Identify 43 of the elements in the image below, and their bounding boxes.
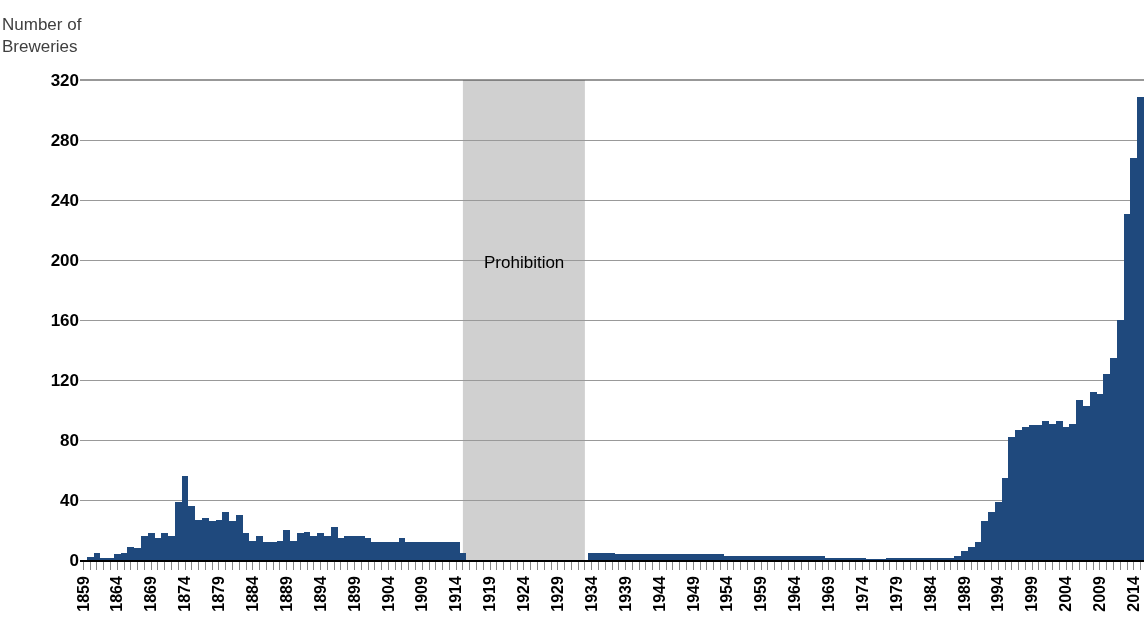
x-tick-label: 1974 bbox=[853, 576, 871, 612]
x-tick-label: 1959 bbox=[752, 576, 770, 612]
y-tick-label: 120 bbox=[50, 370, 79, 390]
x-tick-label: 1904 bbox=[379, 576, 397, 612]
y-tick-label: 160 bbox=[50, 310, 79, 330]
x-tick-label: 2014 bbox=[1125, 576, 1143, 612]
x-tick-label: 1919 bbox=[481, 576, 499, 612]
x-tick-label: 1899 bbox=[345, 576, 363, 612]
x-tick-label: 1924 bbox=[515, 576, 533, 612]
x-tick-label: 1889 bbox=[277, 576, 295, 612]
x-tick-label: 1984 bbox=[921, 576, 939, 612]
x-tick-label: 1954 bbox=[718, 576, 736, 612]
x-tick-label: 1949 bbox=[684, 576, 702, 612]
y-tick-label: 200 bbox=[50, 250, 79, 270]
y-axis-title: Number of Breweries bbox=[2, 15, 82, 57]
x-tick-label: 1864 bbox=[108, 576, 126, 612]
y-tick-label: 280 bbox=[50, 130, 79, 150]
x-tick-label: 1989 bbox=[955, 576, 973, 612]
x-tick-label: 1879 bbox=[210, 576, 228, 612]
y-tick-label: 320 bbox=[50, 70, 79, 90]
x-tick-label: 1969 bbox=[820, 576, 838, 612]
x-tick-label: 1914 bbox=[447, 576, 465, 612]
x-tick-label: 1859 bbox=[74, 576, 92, 612]
y-tick-label: 40 bbox=[60, 490, 79, 510]
x-tick-label: 1874 bbox=[176, 576, 194, 612]
x-tick-label: 1884 bbox=[244, 576, 262, 612]
x-tick-label: 1894 bbox=[311, 576, 329, 612]
y-tick-label: 240 bbox=[50, 190, 79, 210]
x-tick-label: 1979 bbox=[887, 576, 905, 612]
x-tick-label: 1869 bbox=[142, 576, 160, 612]
x-tick-label: 1999 bbox=[1023, 576, 1041, 612]
x-tick-label: 2009 bbox=[1091, 576, 1109, 612]
y-tick-label: 0 bbox=[69, 550, 79, 570]
x-tick-label: 1929 bbox=[548, 576, 566, 612]
x-tick-label: 1944 bbox=[650, 576, 668, 612]
y-tick-label: 80 bbox=[60, 430, 79, 450]
x-tick-label: 2004 bbox=[1057, 576, 1075, 612]
x-tick-label: 1994 bbox=[989, 576, 1007, 612]
x-tick-label: 1939 bbox=[616, 576, 634, 612]
band-label: Prohibition bbox=[484, 253, 565, 272]
x-tick-label: 1964 bbox=[786, 576, 804, 612]
x-tick-label: 1934 bbox=[582, 576, 600, 612]
x-tick-label: 1909 bbox=[413, 576, 431, 612]
